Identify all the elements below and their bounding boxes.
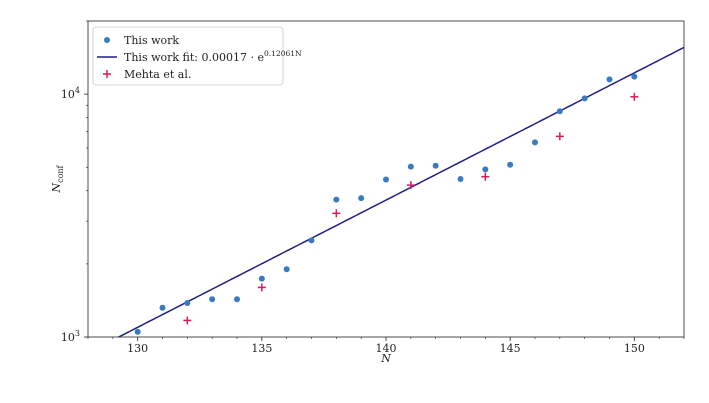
data-point-this-work [457,176,464,183]
data-point-this-work [482,166,489,173]
x-axis-label: N [380,352,391,365]
data-point-this-work [532,139,538,146]
data-point-this-work [507,161,514,168]
legend-box [92,26,284,86]
data-point-mehta [481,172,490,181]
data-point-mehta [555,132,564,141]
legend: This work This work fit: 0.00017 · e0.120… [92,26,302,86]
data-point-this-work [134,328,141,335]
data-point-this-work [432,162,439,169]
data-point-this-work [159,304,166,311]
data-point-this-work [333,196,340,203]
legend-label: This work fit: 0.00017 · e0.12061N [124,49,302,64]
data-point-this-work [308,237,315,244]
data-point-mehta [406,181,415,190]
x-tick-label: 145 [500,342,521,355]
data-point-mehta [332,209,341,218]
data-point-this-work [258,275,265,282]
legend-label: This work [124,34,179,47]
data-point-this-work [581,95,588,102]
data-point-this-work [631,73,638,80]
data-point-this-work [234,296,240,303]
x-tick-label: 130 [127,342,148,355]
data-point-mehta [257,283,266,292]
data-point-this-work [407,163,414,170]
fit-line [117,46,684,337]
data-point-this-work [184,300,191,307]
data-point-this-work [209,296,216,303]
plot-area [117,46,684,337]
data-point-this-work [556,108,563,115]
x-tick-label: 150 [624,342,645,355]
data-point-this-work [606,76,613,83]
y-axis-label: Nconf [50,164,65,193]
data-point-this-work [283,266,290,273]
y-tick-label: 103 [61,329,80,344]
axes: 130 135 140 145 150 103 104 N Nconf [50,20,685,365]
legend-circle-swatch [104,37,110,43]
x-tick-label: 135 [251,342,272,355]
legend-label: Mehta et al. [124,68,191,81]
x-tick-label: 140 [376,342,397,355]
data-point-this-work [383,176,389,183]
data-point-mehta [183,316,192,325]
data-point-mehta [630,92,639,101]
data-point-this-work [358,195,365,202]
y-tick-label: 104 [61,86,80,101]
